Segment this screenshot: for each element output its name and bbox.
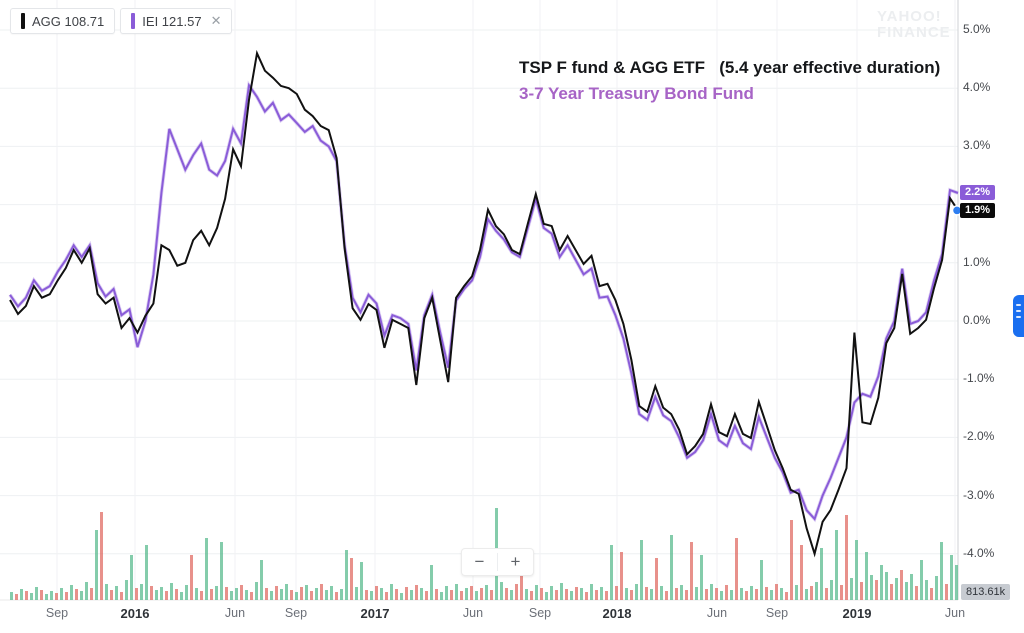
y-axis-label: 3.0%	[963, 138, 991, 153]
yahoo-finance-watermark: YAHOO! FINANCE	[877, 8, 951, 41]
y-axis-label: 4.0%	[963, 80, 991, 95]
x-axis-label: Jun	[224, 606, 246, 620]
x-axis-label: Jun	[944, 606, 966, 620]
iei-color-bar	[131, 13, 136, 29]
iei-last-price-badge: 2.2%	[960, 184, 996, 200]
agg-color-bar	[21, 13, 25, 29]
x-axis-label: Jun	[706, 606, 728, 620]
zoom-control-divider	[497, 553, 498, 571]
y-axis-label: 5.0%	[963, 22, 991, 36]
y-axis-label: 0.0%	[963, 313, 991, 327]
x-axis-label: 2018	[602, 606, 632, 621]
iei-line	[9, 82, 959, 521]
x-axis-label: Sep	[528, 606, 552, 620]
x-axis-label: 2019	[842, 606, 872, 621]
ticker-chip-iei[interactable]: IEI 121.57 ✕	[120, 8, 233, 34]
ticker-legend: AGG 108.71 IEI 121.57 ✕	[10, 8, 233, 34]
y-axis-label: 1.0%	[963, 254, 991, 269]
iei-line-halo	[8, 80, 959, 523]
x-axis-label: 2017	[360, 606, 390, 621]
annotation-title: TSP F fund & AGG ETF (5.4 year effective…	[519, 58, 941, 77]
zoom-control: − +	[461, 548, 534, 576]
y-axis-label: -3.0%	[963, 487, 995, 502]
y-axis-label: -4.0%	[963, 545, 995, 560]
agg-last-price-badge: 1.9%	[960, 203, 996, 219]
agg-line	[9, 49, 959, 558]
gridlines	[0, 0, 959, 601]
x-axis-label: Jun	[462, 606, 484, 620]
zoom-in-button[interactable]: +	[510, 552, 521, 571]
x-axis-label: Sep	[765, 606, 789, 620]
y-axis-label: -1.0%	[963, 371, 995, 386]
side-feedback-tab[interactable]	[1013, 295, 1024, 337]
x-axis-label: Sep	[284, 606, 308, 620]
ticker-chip-agg[interactable]: AGG 108.71	[10, 8, 116, 34]
zoom-out-button[interactable]: −	[474, 552, 485, 571]
annotation-subtitle: 3-7 Year Treasury Bond Fund	[519, 84, 754, 103]
volume-value-badge: 813.61k	[961, 584, 1011, 600]
y-axis-label: -2.0%	[963, 429, 995, 444]
iei-chip-label: IEI 121.57	[142, 13, 202, 29]
volume-bars	[10, 508, 958, 600]
x-axis-label: Sep	[45, 606, 69, 620]
agg-chip-label: AGG 108.71	[32, 13, 105, 29]
remove-ticker-icon[interactable]: ✕	[210, 13, 222, 28]
x-axis-label: 2016	[120, 606, 150, 621]
